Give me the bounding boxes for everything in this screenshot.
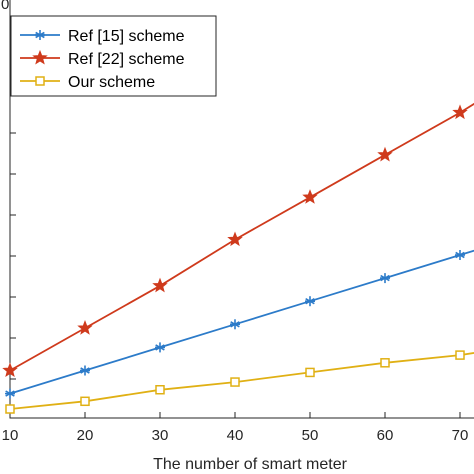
x-tick-label: 60 <box>377 427 394 444</box>
data-point <box>155 385 165 395</box>
data-point <box>305 367 315 378</box>
y-tick-label: 0 <box>1 0 9 13</box>
series-line <box>9 249 474 395</box>
data-point <box>455 350 465 360</box>
legend-item: Ref [15] scheme <box>20 28 185 45</box>
series-square <box>5 350 474 414</box>
data-point <box>302 189 318 204</box>
data-point <box>230 319 240 330</box>
series-asterisk <box>5 249 474 399</box>
x-tick-label: 40 <box>227 427 244 444</box>
legend-label: Our scheme <box>68 74 155 91</box>
data-point <box>35 76 45 86</box>
data-point <box>152 277 168 293</box>
data-point <box>5 388 15 399</box>
legend-item: Ref [22] scheme <box>20 49 185 68</box>
x-tick-label: 20 <box>77 427 94 444</box>
series-star <box>2 102 474 378</box>
legend-item: Our scheme <box>20 74 155 91</box>
series-line <box>9 352 474 410</box>
x-axis-title: The number of smart meter <box>153 456 348 473</box>
x-tick-label: 70 <box>452 427 469 444</box>
x-tick-label: 50 <box>302 427 319 444</box>
x-tick-label: 30 <box>152 427 169 444</box>
data-point <box>5 404 15 414</box>
data-point <box>155 342 165 353</box>
data-point <box>455 250 465 260</box>
series-layer <box>2 102 474 414</box>
legend: Ref [15] scheme Ref [22] scheme Our scheme <box>10 15 217 97</box>
data-point <box>380 273 390 284</box>
x-ticks: 10 20 30 40 50 60 70 <box>2 412 469 444</box>
data-point <box>2 362 18 378</box>
legend-label: Ref [22] scheme <box>68 51 185 68</box>
plot-frame <box>9 0 474 419</box>
data-point <box>35 30 45 40</box>
x-tick-label: 10 <box>2 427 19 444</box>
data-point <box>230 377 240 387</box>
data-point <box>452 104 468 120</box>
data-point <box>77 320 93 335</box>
series-line <box>9 102 474 372</box>
data-point <box>80 396 90 407</box>
data-point <box>32 49 48 65</box>
data-point <box>380 358 390 368</box>
y-ticks <box>10 49 16 380</box>
data-point <box>305 296 315 307</box>
legend-label: Ref [15] scheme <box>68 28 185 45</box>
data-point <box>227 231 243 247</box>
data-point <box>377 146 393 162</box>
data-point <box>80 365 90 376</box>
